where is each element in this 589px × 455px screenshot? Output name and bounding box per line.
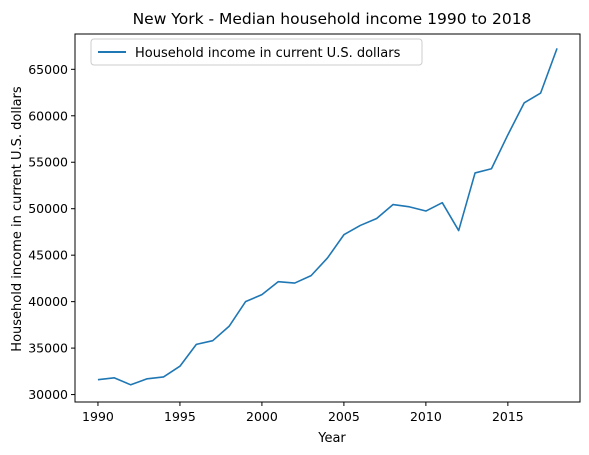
x-tick-label: 1990 <box>82 409 114 424</box>
legend-label: Household income in current U.S. dollars <box>135 46 401 61</box>
legend-box <box>90 38 423 66</box>
y-tick-label: 30000 <box>28 387 68 402</box>
series-line <box>97 48 558 386</box>
series-layer <box>97 48 558 386</box>
x-axis-label: Year <box>317 431 346 446</box>
plot-area: 1990 1995 2000 2005 2010 2015 30000 35000 40000… <box>28 33 581 424</box>
x-tick-label: 2000 <box>246 409 278 424</box>
y-tick-label: 65000 <box>28 62 68 77</box>
y-tick-label: 35000 <box>28 341 68 356</box>
x-tick-label: 1995 <box>164 409 196 424</box>
chart-title: New York - Median household income 1990 … <box>133 10 532 28</box>
y-axis: 30000 35000 40000 45000 50000 55000 60000 65000 <box>28 62 75 402</box>
x-tick-label: 2015 <box>492 409 524 424</box>
x-tick-label: 2010 <box>410 409 442 424</box>
y-axis-label: Household income in current U.S. dollars <box>10 86 25 352</box>
y-tick-label: 50000 <box>28 201 68 216</box>
x-tick-label: 2005 <box>328 409 360 424</box>
y-tick-label: 60000 <box>28 108 68 123</box>
y-tick-label: 55000 <box>28 155 68 170</box>
y-tick-label: 45000 <box>28 248 68 263</box>
legend: Household income in current U.S. dollars <box>90 38 423 66</box>
y-tick-label: 40000 <box>28 294 68 309</box>
x-axis: 1990 1995 2000 2005 2010 2015 <box>82 402 524 424</box>
plot-frame <box>74 33 581 403</box>
